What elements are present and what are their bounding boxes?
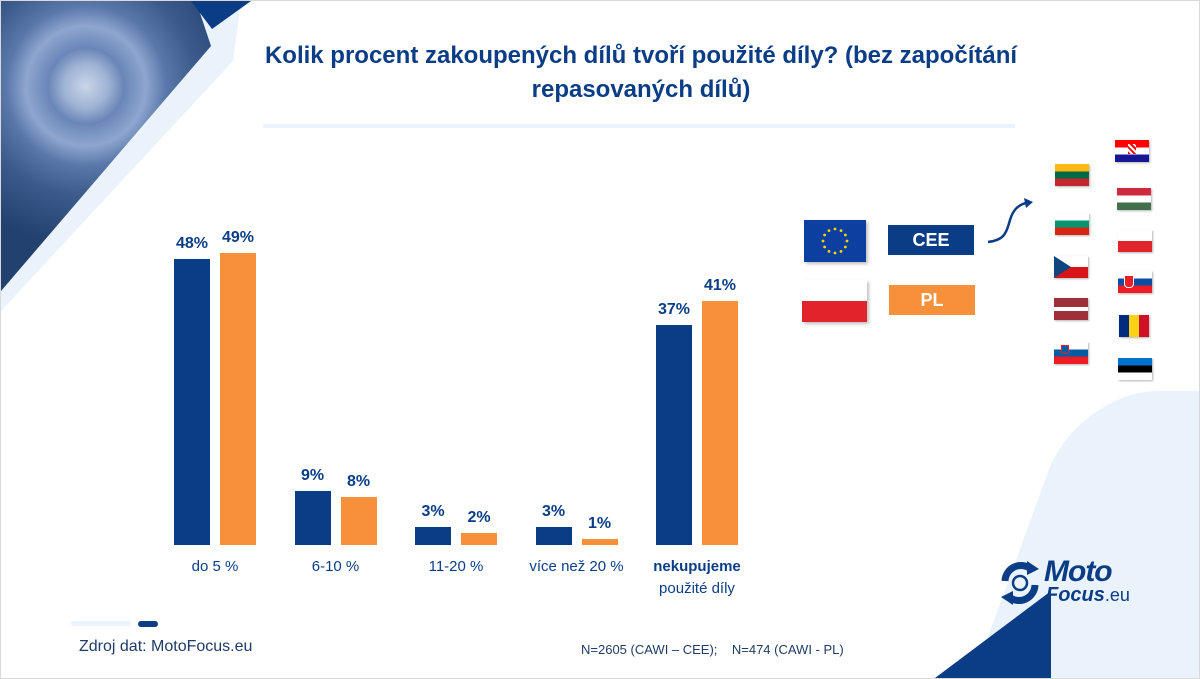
eu-star [827, 229, 831, 233]
bar-cee-3 [535, 527, 572, 545]
data-label-pl-0: 49% [221, 229, 255, 247]
category-label-main: do 5 % [191, 558, 239, 575]
category-label: nekupujeme použité díly [627, 556, 767, 600]
bar-pl-3 [581, 539, 618, 545]
bar-cee-2 [415, 527, 451, 545]
eu-star [845, 239, 849, 243]
bar-pl-0 [220, 253, 256, 545]
bar-cee-4 [656, 324, 692, 545]
eu-star [843, 233, 847, 237]
romania-flag-icon [1119, 315, 1149, 337]
category-label-main: 11-20 % [428, 558, 484, 575]
poland-small-flag-icon [1118, 230, 1152, 252]
category-label: více než 20 % [507, 556, 647, 578]
logo-focus-text: Focus [1046, 584, 1105, 606]
czech-flag-icon [1054, 256, 1088, 278]
category-label-main: nekupujeme [653, 558, 741, 575]
eu-star [827, 249, 831, 253]
category-label-main: 6-10 % [311, 558, 360, 575]
latvia-flag-icon [1054, 298, 1088, 320]
logo-cycle-icon [1001, 561, 1039, 605]
category-label-main: více než 20 % [529, 558, 624, 575]
hungary-flag-icon [1117, 188, 1151, 210]
category-label: do 5 % [145, 556, 285, 578]
eu-star [843, 245, 847, 249]
slovakia-flag-icon [1118, 271, 1152, 293]
logo-eu: .eu [1104, 585, 1130, 605]
bar-pl-4 [702, 301, 738, 545]
bar-pl-2 [461, 533, 497, 545]
data-label-pl-3: 1% [587, 515, 612, 533]
logo-moto: Moto [1044, 555, 1113, 588]
eu-star [823, 245, 827, 249]
eu-star [821, 239, 825, 243]
bar-pl-1 [340, 497, 377, 545]
data-label-pl-1: 8% [346, 473, 371, 491]
eu-star [839, 229, 843, 233]
eu-star [823, 233, 827, 237]
decorative-pill-active [138, 621, 158, 627]
sample-size: N=2605 (CAWI – CEE); N=474 (CAWI - PL) [581, 642, 844, 657]
eu-star [839, 249, 843, 253]
lithuania-flag-icon [1055, 164, 1089, 186]
legend-pl: PL [889, 285, 975, 315]
curved-arrow-icon [987, 198, 1033, 244]
eu-star [833, 251, 837, 255]
eu-flag-icon [804, 220, 866, 262]
data-label-cee-2: 3% [421, 503, 445, 521]
category-label: 11-20 % [386, 556, 526, 578]
poland-flag-icon [802, 280, 867, 322]
slovenia-flag-icon [1054, 342, 1088, 364]
title-divider [263, 124, 1015, 128]
category-label: 6-10 % [266, 556, 406, 578]
croatia-flag-icon [1115, 140, 1149, 162]
estonia-flag-icon [1118, 358, 1152, 380]
data-label-pl-4: 41% [703, 277, 737, 295]
data-label-cee-1: 9% [300, 467, 325, 485]
data-label-cee-0: 48% [175, 235, 209, 253]
eu-star [833, 227, 837, 231]
legend-cee: CEE [888, 225, 974, 255]
logo-focus: Focus.eu [1046, 584, 1130, 607]
bar-cee-1 [294, 491, 331, 545]
chart-title: Kolik procent zakoupených dílů tvoří pou… [264, 42, 1018, 103]
data-label-pl-2: 2% [467, 509, 491, 527]
data-label-cee-4: 37% [657, 300, 691, 318]
category-label-sub: použité díly [659, 580, 735, 597]
decorative-pill [71, 621, 131, 626]
bar-cee-0 [174, 259, 210, 545]
bulgaria-flag-icon [1055, 213, 1089, 235]
data-label-cee-3: 3% [541, 503, 566, 521]
data-source: Zdroj dat: MotoFocus.eu [79, 638, 253, 655]
bar-chart: 48% 49% do 5 % 9% 8% 6-10 % 3% 2% 11-20 % 3% 1% víc… [1, 1, 801, 621]
